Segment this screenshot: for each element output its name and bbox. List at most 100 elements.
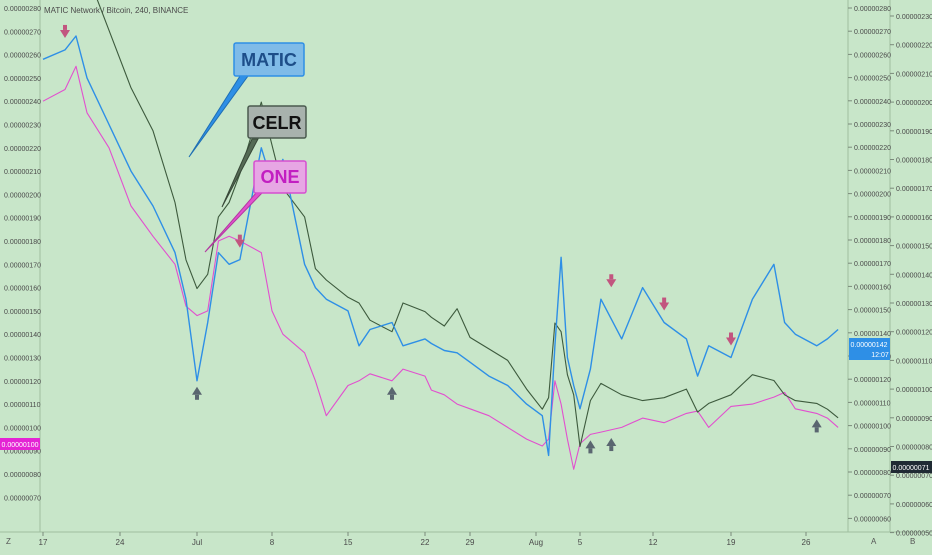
left-tick-label: 0.00000230 [4,123,41,130]
right1-tick-label: 0.00000120 [854,377,891,384]
left-tick-label: 0.00000180 [4,239,41,246]
series-line-celr [96,0,839,448]
right1-tick-label: 0.00000200 [854,192,891,199]
right2-tick-label: 0.00000190 [896,129,932,136]
right2-tick-label: 0.00000070 [896,473,932,480]
x-tick-label: 26 [802,538,811,547]
right2-tick-label: 0.00000140 [896,272,932,279]
right1-tick-label: 0.00000280 [854,6,891,13]
right2-tick-label: 0.00000220 [896,43,932,50]
left-tick-label: 0.00000080 [4,472,41,479]
sell-arrow-stem [729,332,733,338]
x-tick-label: 15 [344,538,353,547]
right2-tick-label: 0.00000100 [896,387,932,394]
right2-tick-label: 0.00000150 [896,244,932,251]
right1-tick-label: 0.00000230 [854,122,891,129]
buy-arrow [585,440,596,449]
chart-title: MATIC Network / Bitcoin, 240, BINANCE [44,6,188,15]
celr-callout-pointer [221,138,259,208]
sell-arrow-stem [63,24,67,30]
x-tick-label: 12 [649,538,658,547]
right2-tick-label: 0.00000060 [896,502,932,509]
left-tick-label: 0.00000110 [4,402,41,409]
left-tick-label: 0.00000140 [4,332,41,339]
right2-tick-label: 0.00000230 [896,14,932,21]
right2-tick-label: 0.00000090 [896,416,932,423]
left-tick-label: 0.00000250 [4,76,41,83]
right1-price-badge-bg [849,338,890,360]
right2-tick-label: 0.00000170 [896,186,932,193]
left-axis: 0.00000280 0.00000270 0.00000260 0.00000250… [4,6,41,502]
buy-arrow-stem [588,448,593,454]
x-tick-label: 5 [578,538,583,547]
right1-tick-label: 0.00000140 [854,331,891,338]
left-tick-label: 0.00000280 [4,6,41,13]
right1-tick-label: 0.00000260 [854,52,891,59]
left-tick-label: 0.00000240 [4,99,41,106]
buy-arrow-stem [814,427,819,433]
right1-tick-label: 0.00000220 [854,145,891,152]
right2-tick-label: 0.00000130 [896,301,932,308]
left-price-badge: 0.00000100 [0,438,40,450]
matic-label: MATIC [241,50,297,70]
celr-label: CELR [253,113,302,133]
celr-callout: CELR [221,105,307,208]
right1-tick-label: 0.00000190 [854,215,891,222]
right2-tick-label: 0.00000120 [896,330,932,337]
right1-tick-label: 0.00000060 [854,516,891,523]
left-tick-label: 0.00000220 [4,146,41,153]
right1-tick-label: 0.00000250 [854,76,891,83]
buy-arrow [387,386,397,395]
right2-tick-label: 0.00000110 [896,358,932,365]
celr-label-box [247,105,307,139]
right1-tick-label: 0.00000110 [854,400,891,407]
matic-label-box [233,42,305,77]
one-callout: ONE [204,160,307,253]
buy-arrow-stem [195,394,199,400]
right-axis-2: 0.00000230 0.00000220 0.00000210 0.00000200… [890,14,932,538]
left-tick-label: 0.00000090 [4,449,41,456]
buy-arrow-stem [390,394,394,400]
left-tick-label: 0.00000160 [4,286,41,293]
left-tick-label: 0.00000070 [4,495,41,502]
signal-layer [60,24,822,454]
sell-arrow-stem [662,297,667,303]
right1-tick-label: 0.00000270 [854,29,891,36]
x-tick-label: Aug [529,538,543,547]
corner-label-z: Z [6,537,11,546]
right1-tick-label: 0.00000150 [854,308,891,315]
one-label: ONE [260,167,299,187]
series-layer [42,0,839,470]
sell-arrow [726,337,736,346]
x-tick-label: 24 [116,538,125,547]
buy-arrow [192,386,202,395]
sell-arrow [234,239,245,248]
right2-price-badge: 0.00000071 [891,461,932,473]
right2-tick-label: 0.00000050 [896,531,932,538]
right1-tick-label: 0.00000210 [854,168,891,175]
right1-price-badge-text: 0.00000142 [851,342,888,349]
sell-arrow-stem [609,274,614,280]
buy-arrow-stem [609,446,614,452]
right1-tick-label: 0.00000170 [854,261,891,268]
right2-tick-label: 0.00000180 [896,158,932,165]
corner-label-a: A [871,537,877,546]
x-tick-label: Jul [192,538,202,547]
sell-arrow [60,29,70,38]
left-tick-label: 0.00000130 [4,356,41,363]
right1-tick-label: 0.00000080 [854,470,891,477]
matic-callout: MATIC [188,42,305,158]
left-tick-label: 0.00000210 [4,169,41,176]
right2-tick-label: 0.00000200 [896,100,932,107]
sell-arrow [606,279,617,288]
left-tick-label: 0.00000260 [4,53,41,60]
right1-tick-label: 0.00000180 [854,238,891,245]
corner-label-b: B [910,537,915,546]
series-line-one [42,65,839,470]
buy-arrow [606,438,617,447]
right1-tick-label: 0.00000100 [854,424,891,431]
right1-tick-label: 0.00000090 [854,447,891,454]
